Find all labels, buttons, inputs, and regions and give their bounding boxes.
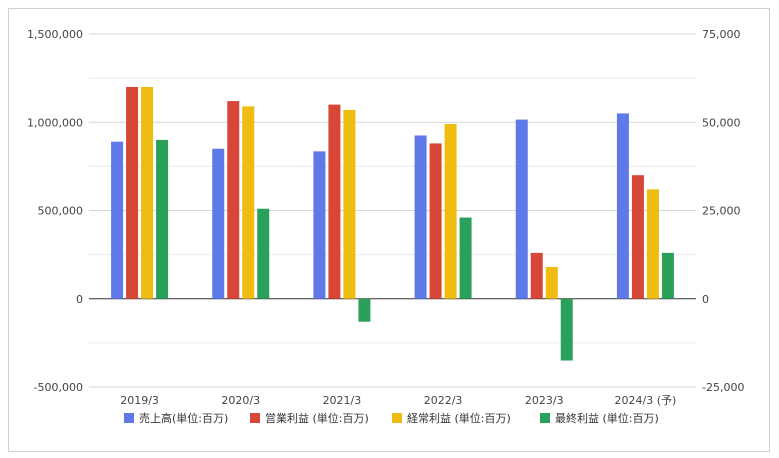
bar-4-2020-3: [257, 208, 270, 299]
left-axis-tick-label: -500,000: [34, 381, 83, 394]
bar-3-2024-3----: [646, 189, 659, 299]
bar-2-2023-3: [530, 252, 543, 299]
x-axis-category-label: 2021/3: [323, 394, 362, 407]
left-axis-tick-label: 1,000,000: [27, 116, 83, 129]
bar-1-2022-3: [414, 135, 427, 299]
left-axis-tick-label: 500,000: [38, 205, 84, 218]
x-axis-category-label: 2024/3 (予): [615, 394, 677, 407]
bar-2-2019-3: [126, 86, 139, 299]
x-axis-category-label: 2019/3: [120, 394, 159, 407]
bar-1-2020-3: [212, 148, 225, 299]
bar-4-2023-3: [560, 298, 573, 361]
bar-4-2024-3----: [661, 252, 674, 299]
right-axis-tick-label: -25,000: [702, 381, 744, 394]
bar-3-2021-3: [343, 109, 356, 299]
x-axis-category-label: 2020/3: [221, 394, 260, 407]
legend-swatch: [392, 413, 402, 423]
bar-3-2020-3: [242, 106, 255, 299]
bar-1-2024-3----: [616, 113, 629, 299]
legend-swatch: [124, 413, 134, 423]
bar-3-2022-3: [444, 124, 457, 299]
bar-4-2021-3: [358, 298, 371, 322]
legend-label: 経常利益 (単位:百万): [407, 411, 511, 425]
x-axis-category-label: 2023/3: [525, 394, 564, 407]
bar-2-2022-3: [429, 143, 442, 299]
legend-label: 売上高(単位:百万): [139, 411, 228, 425]
bar-2-2020-3: [227, 101, 240, 299]
bar-4-2019-3: [156, 139, 169, 299]
right-axis-tick-label: 50,000: [702, 116, 741, 129]
x-axis-category-label: 2022/3: [424, 394, 463, 407]
chart-frame: -500,000 0 500,000 1,000,000 1,500,000 -25,00…: [8, 8, 770, 452]
bar-1-2023-3: [515, 119, 528, 299]
right-axis-tick-label: 25,000: [702, 205, 741, 218]
right-axis-tick-label: 0: [702, 293, 709, 306]
legend-swatch: [250, 413, 260, 423]
bar-3-2023-3: [545, 266, 558, 299]
bar-1-2019-3: [111, 141, 124, 299]
legend-swatch: [540, 413, 550, 423]
bar-1-2021-3: [313, 151, 326, 299]
left-axis-tick-label: 1,500,000: [27, 28, 83, 41]
legend-label: 最終利益 (単位:百万): [555, 411, 659, 425]
bar-4-2022-3: [459, 217, 472, 299]
bar-2-2021-3: [328, 104, 341, 299]
left-axis-tick-label: 0: [76, 293, 83, 306]
bar-2-2024-3----: [631, 175, 644, 299]
right-axis-tick-label: 75,000: [702, 28, 741, 41]
bar-3-2019-3: [141, 86, 154, 299]
chart-svg: -500,000 0 500,000 1,000,000 1,500,000 -25,00…: [27, 28, 744, 425]
legend-label: 営業利益 (単位:百万): [265, 411, 369, 425]
